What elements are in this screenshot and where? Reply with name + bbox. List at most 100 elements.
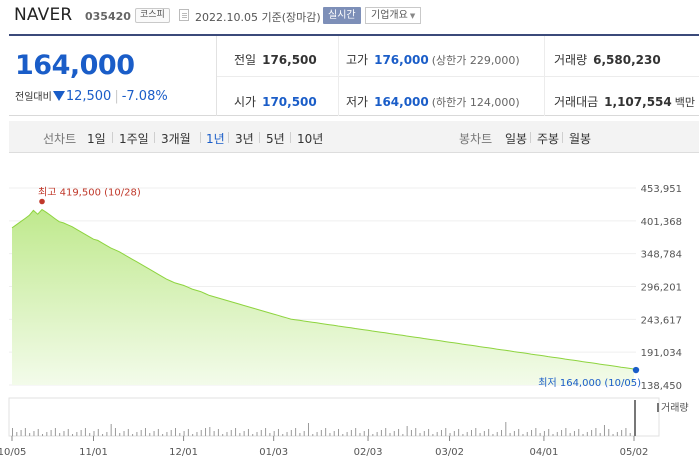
volume-bar xyxy=(634,400,636,436)
tab-divider xyxy=(154,132,155,143)
volume-bar xyxy=(76,432,78,436)
tab-1week[interactable]: 1주일 xyxy=(119,132,149,146)
volume-bar xyxy=(556,432,558,436)
volume-bar xyxy=(325,428,327,436)
open-cell: 시가 170,500 xyxy=(234,93,317,133)
volume-bar xyxy=(389,433,391,436)
volume-bar xyxy=(338,429,340,436)
amount-unit: 백만 xyxy=(674,96,695,109)
tab-divider xyxy=(530,132,531,143)
company-overview-button[interactable]: 기업개요 ▼ xyxy=(365,7,422,24)
volume-bar xyxy=(153,431,155,436)
volume-bar xyxy=(368,429,370,436)
tab-weekly-candle[interactable]: 주봉 xyxy=(537,132,560,146)
volume-bar xyxy=(247,429,249,436)
tab-5year[interactable]: 5년 xyxy=(266,132,285,146)
volume-bar xyxy=(269,433,271,436)
volume-bar xyxy=(252,434,254,436)
line-chart-label: 선차트 xyxy=(43,132,77,146)
volume-bar xyxy=(97,429,99,436)
volume-bar xyxy=(436,432,438,436)
volume-bar xyxy=(522,434,524,436)
volume-bar xyxy=(166,432,168,436)
volume-bar xyxy=(37,429,39,436)
volume-bar xyxy=(16,432,18,436)
y-tick-label: 191,034 xyxy=(641,348,682,359)
change-percent: -7.08% xyxy=(121,89,168,104)
y-tick-label: 296,201 xyxy=(641,283,682,294)
volume-bar xyxy=(102,434,104,436)
tab-1day[interactable]: 1일 xyxy=(87,132,106,146)
stock-name: NAVER xyxy=(14,5,73,25)
volume-bar xyxy=(603,425,605,436)
volume-bar xyxy=(466,432,468,436)
volume-bar xyxy=(629,433,631,436)
volume-bar xyxy=(217,429,219,436)
volume-bar xyxy=(213,431,215,436)
tab-3year[interactable]: 3년 xyxy=(235,132,254,146)
volume-bar xyxy=(350,430,352,436)
volume-bar xyxy=(183,431,185,436)
volume-bar xyxy=(359,433,361,436)
stock-header: NAVER 035420 코스피 2022.10.05 기준(장마감) 실시간 … xyxy=(0,0,699,32)
y-tick-label: 453,951 xyxy=(641,184,682,195)
volume-bar xyxy=(449,433,451,436)
volume-bar xyxy=(286,432,288,436)
volume-bar xyxy=(243,431,245,436)
row-divider xyxy=(217,76,699,77)
volume-bar xyxy=(226,432,228,436)
tab-3month[interactable]: 3개월 xyxy=(161,132,191,146)
volume-bar xyxy=(372,434,374,436)
tab-1year[interactable]: 1년 xyxy=(206,132,225,146)
volume-bar xyxy=(175,428,177,436)
y-tick-label: 243,617 xyxy=(641,315,682,326)
volume-bar xyxy=(187,429,189,436)
volume-bar xyxy=(479,433,481,436)
price-line xyxy=(11,208,635,370)
change-divider: | xyxy=(114,89,119,104)
volume-bar xyxy=(277,429,279,436)
volume-bar xyxy=(162,434,164,436)
volume-bar xyxy=(316,432,318,436)
volume-bar xyxy=(470,430,472,436)
high-label: 고가 xyxy=(346,53,369,67)
tab-divider xyxy=(112,132,113,143)
volume-bar xyxy=(200,430,202,436)
realtime-button[interactable]: 실시간 xyxy=(323,7,361,24)
volume-bar xyxy=(625,428,627,436)
volume-bar xyxy=(346,432,348,436)
tab-daily-candle[interactable]: 일봉 xyxy=(505,132,528,146)
volume-bar xyxy=(595,428,597,436)
y-tick-label: 348,784 xyxy=(641,250,682,261)
x-tick-label: 02/03 xyxy=(354,447,383,458)
max-marker xyxy=(39,198,45,205)
tab-monthly-candle[interactable]: 월봉 xyxy=(569,132,592,146)
min-annotation: 최저 164,000 (10/05) xyxy=(538,377,641,389)
change-row: 전일대비 12,500 | -7.08% xyxy=(15,88,168,104)
tab-10year[interactable]: 10년 xyxy=(297,132,324,146)
volume-bar xyxy=(320,430,322,436)
volume-bar xyxy=(290,430,292,436)
volume-bar xyxy=(608,429,610,436)
volume-bar xyxy=(239,433,241,436)
volume-bar xyxy=(222,434,224,436)
volume-bar xyxy=(205,428,207,436)
volume-bar xyxy=(260,430,262,436)
amount-label: 거래대금 xyxy=(554,95,599,109)
volume-bar xyxy=(303,431,305,436)
tab-divider xyxy=(228,132,229,143)
company-overview-label: 기업개요 xyxy=(371,10,408,21)
volume-bar xyxy=(475,428,477,436)
volume-bar xyxy=(84,428,86,436)
volume-bar xyxy=(406,426,408,436)
open-value: 170,500 xyxy=(262,95,317,109)
volume-bar xyxy=(496,432,498,436)
volume-bar xyxy=(505,422,507,436)
volume-bar xyxy=(565,428,567,436)
low-cell: 저가 164,000 (하한가 124,000) xyxy=(346,93,520,133)
volume-bar xyxy=(501,430,503,436)
volume-bar xyxy=(29,433,31,436)
candle-chart-label: 봉차트 xyxy=(459,132,493,146)
volume-bar xyxy=(548,429,550,436)
volume-bar xyxy=(235,428,237,436)
